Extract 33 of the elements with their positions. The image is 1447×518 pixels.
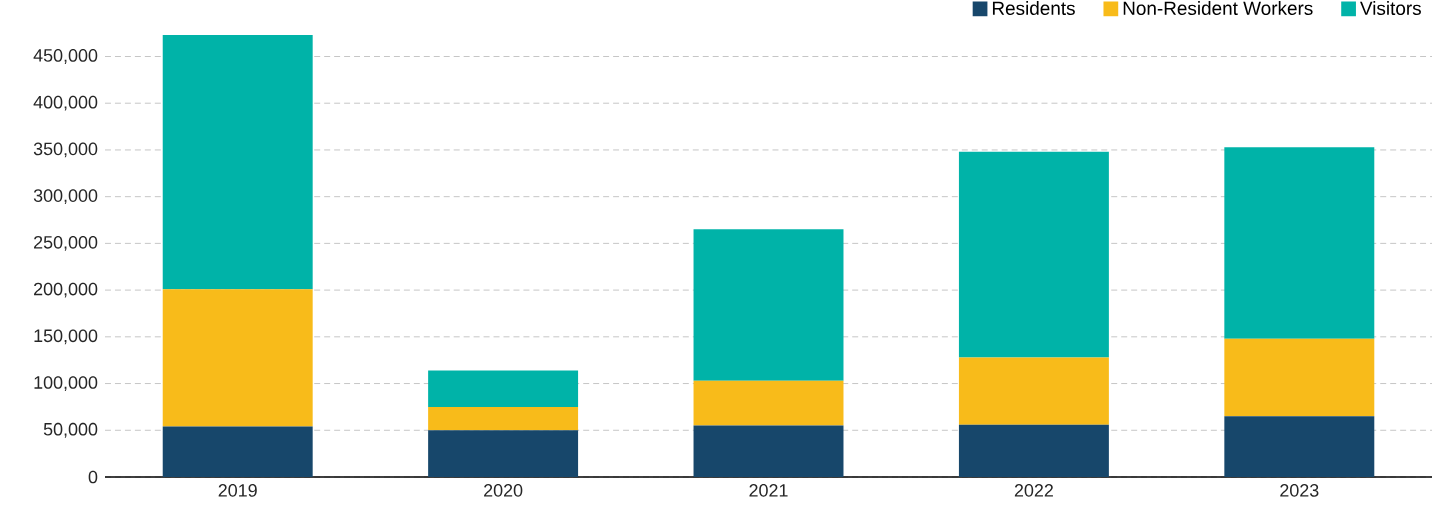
x-tick-label: 2019 bbox=[218, 484, 257, 497]
y-tick-label: 100,000 bbox=[34, 376, 98, 391]
bar bbox=[162, 34, 313, 290]
bar bbox=[958, 151, 1109, 358]
y-tick-label: 250,000 bbox=[34, 235, 98, 251]
bar bbox=[958, 357, 1109, 425]
legend-label: Non-Resident Workers bbox=[1123, 1, 1313, 15]
y-tick-label: 200,000 bbox=[34, 282, 98, 298]
x-tick-label: 2022 bbox=[1014, 484, 1053, 497]
bar bbox=[693, 380, 844, 426]
bar bbox=[162, 289, 313, 427]
y-tick-label: 350,000 bbox=[33, 142, 98, 158]
bar bbox=[693, 425, 844, 477]
bar bbox=[428, 406, 579, 431]
y-tick-label: 150,000 bbox=[34, 329, 98, 345]
bar bbox=[428, 370, 579, 407]
bar bbox=[162, 426, 313, 477]
bar bbox=[428, 430, 579, 477]
y-tick-label: 300,000 bbox=[33, 189, 98, 205]
legend-label: Visitors bbox=[1360, 1, 1421, 15]
bar bbox=[1224, 416, 1375, 477]
bar bbox=[1224, 338, 1375, 417]
x-tick-label: 2023 bbox=[1280, 484, 1319, 497]
y-tick-label: 0 bbox=[88, 470, 98, 484]
bar bbox=[1224, 147, 1375, 339]
bar bbox=[693, 229, 844, 381]
y-tick-label: 450,000 bbox=[33, 49, 98, 64]
x-tick-label: 2021 bbox=[749, 484, 788, 497]
y-tick-label: 50,000 bbox=[43, 422, 98, 438]
y-tick-label: 400,000 bbox=[33, 95, 98, 111]
bar bbox=[958, 424, 1109, 477]
x-tick-label: 2020 bbox=[484, 484, 523, 497]
legend-label: Residents bbox=[992, 1, 1075, 15]
